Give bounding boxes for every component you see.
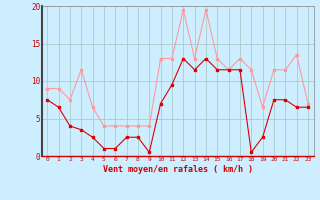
X-axis label: Vent moyen/en rafales ( km/h ): Vent moyen/en rafales ( km/h )	[103, 165, 252, 174]
